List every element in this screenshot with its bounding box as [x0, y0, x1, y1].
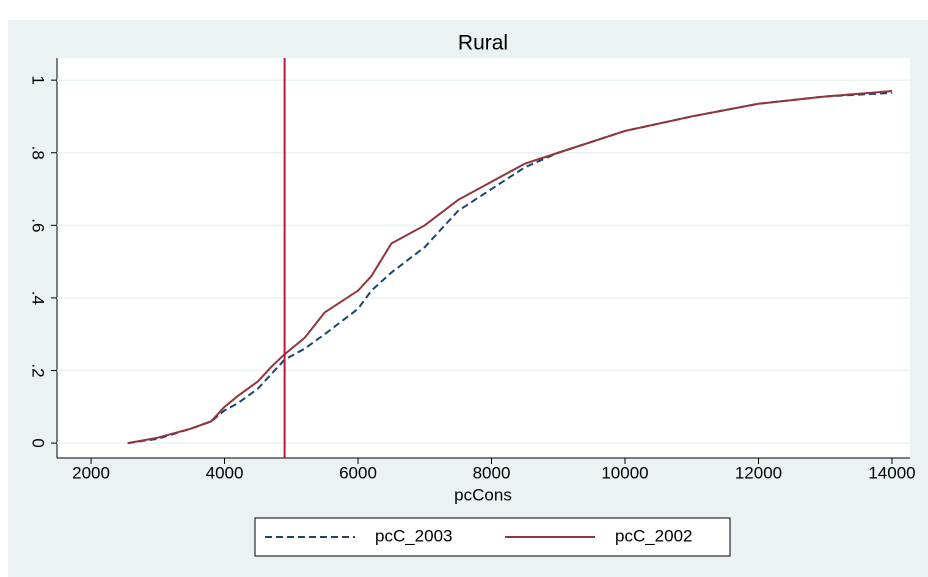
x-tick-label: 10000	[601, 463, 648, 482]
x-tick-label: 6000	[339, 463, 377, 482]
chart-title: Rural	[458, 32, 508, 55]
y-tick-label: .8	[29, 146, 48, 160]
x-axis-title: pcCons	[454, 485, 512, 504]
x-tick-label: 14000	[868, 463, 915, 482]
legend-label: pcC_2002	[615, 526, 693, 545]
plot-area	[57, 58, 910, 458]
x-tick-label: 8000	[473, 463, 511, 482]
y-tick-label: 1	[29, 75, 48, 84]
legend-label: pcC_2003	[375, 526, 453, 545]
y-tick-label: .2	[29, 363, 48, 377]
x-tick-label: 2000	[72, 463, 110, 482]
y-tick-label: 0	[29, 438, 48, 447]
y-tick-label: .6	[29, 218, 48, 232]
y-tick-label: .4	[29, 291, 48, 305]
data-line	[127, 90, 893, 445]
x-tick-label: 4000	[206, 463, 244, 482]
x-tick-label: 12000	[735, 463, 782, 482]
